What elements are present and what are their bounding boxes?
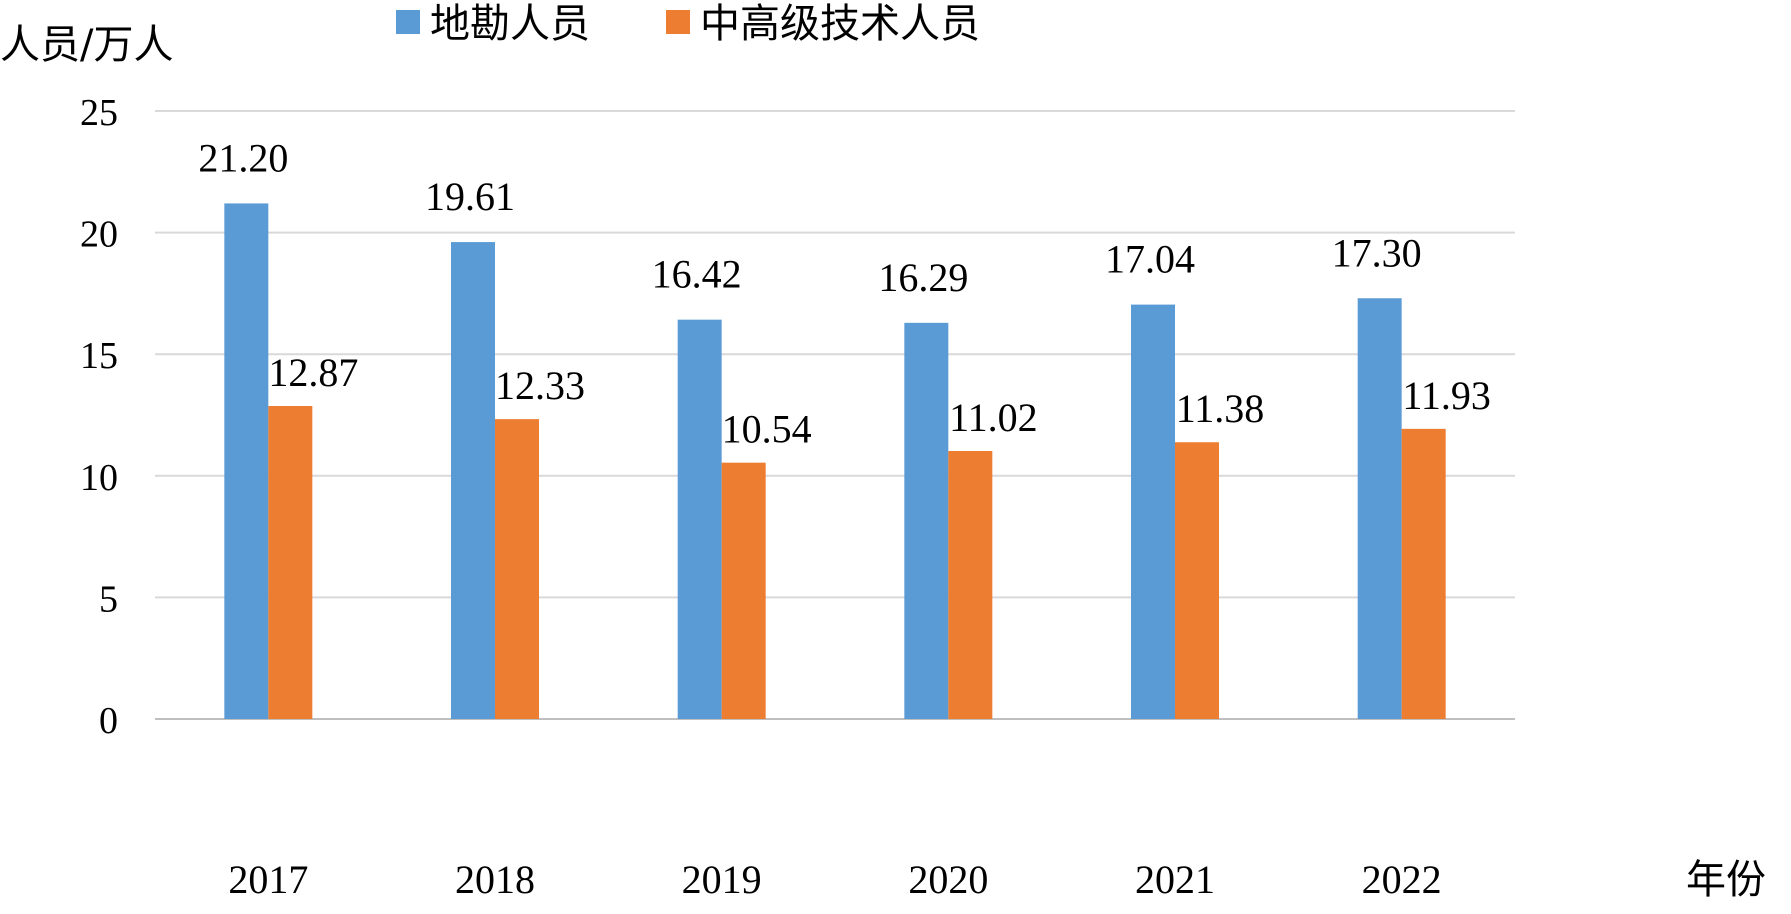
- bar-survey-2019: [677, 319, 722, 719]
- bar-technical-2017: [268, 406, 313, 719]
- data-label: 12.33: [495, 363, 585, 408]
- x-tick-label: 2018: [455, 857, 535, 902]
- bar-technical-2018: [495, 419, 539, 719]
- x-tick-label: 2021: [1135, 857, 1215, 902]
- data-label: 19.61: [425, 174, 515, 219]
- data-label: 17.04: [1105, 237, 1195, 282]
- x-tick-label: 2022: [1362, 857, 1442, 902]
- x-tick-label: 2017: [228, 857, 308, 902]
- data-label: 16.42: [652, 252, 742, 297]
- x-tick-label: 2019: [682, 857, 762, 902]
- bar-technical-2022: [1401, 428, 1446, 719]
- data-label: 10.54: [722, 407, 812, 452]
- bar-survey-2022: [1357, 298, 1402, 719]
- bar-technical-2021: [1175, 442, 1219, 719]
- y-tick-label: 10: [80, 457, 118, 499]
- legend-swatch: [396, 10, 420, 34]
- y-tick-label: 25: [80, 92, 118, 134]
- gridlines: [155, 110, 1515, 720]
- legend: 地勘人员 中高级技术人员: [396, 1, 980, 47]
- data-label: 16.29: [878, 255, 968, 300]
- y-axis-title: 人员/万人: [0, 22, 173, 68]
- axes: 人员/万人 年份 0 5 10 15 20 25 2017 2018 2019 2020 2021 2…: [0, 22, 1766, 903]
- x-axis-title: 年份: [1686, 857, 1766, 903]
- data-labels: 21.20 19.61 16.42 16.29 17.04 17.30 12.87 12.33…: [198, 135, 1491, 451]
- bar-survey-2017: [224, 203, 269, 719]
- data-label: 11.93: [1402, 373, 1491, 418]
- legend-swatch: [666, 10, 690, 34]
- legend-label: 地勘人员: [430, 1, 590, 47]
- bar-technical-2019: [721, 462, 766, 719]
- data-label: 21.20: [198, 135, 288, 180]
- bar-technical-2020: [948, 450, 993, 719]
- data-label: 11.02: [949, 395, 1038, 440]
- legend-label: 中高级技术人员: [700, 1, 980, 47]
- y-tick-label: 5: [99, 578, 118, 620]
- data-label: 12.87: [268, 350, 358, 395]
- bars: [224, 203, 1446, 720]
- bar-survey-2018: [451, 242, 495, 720]
- data-label: 17.30: [1332, 230, 1422, 275]
- bar-survey-2021: [1131, 304, 1175, 719]
- y-tick-label: 0: [99, 700, 118, 742]
- bar-survey-2020: [904, 322, 949, 719]
- y-tick-label: 15: [80, 335, 118, 377]
- y-tick-label: 20: [80, 214, 118, 256]
- data-label: 11.38: [1176, 386, 1265, 431]
- x-tick-label: 2020: [908, 857, 988, 902]
